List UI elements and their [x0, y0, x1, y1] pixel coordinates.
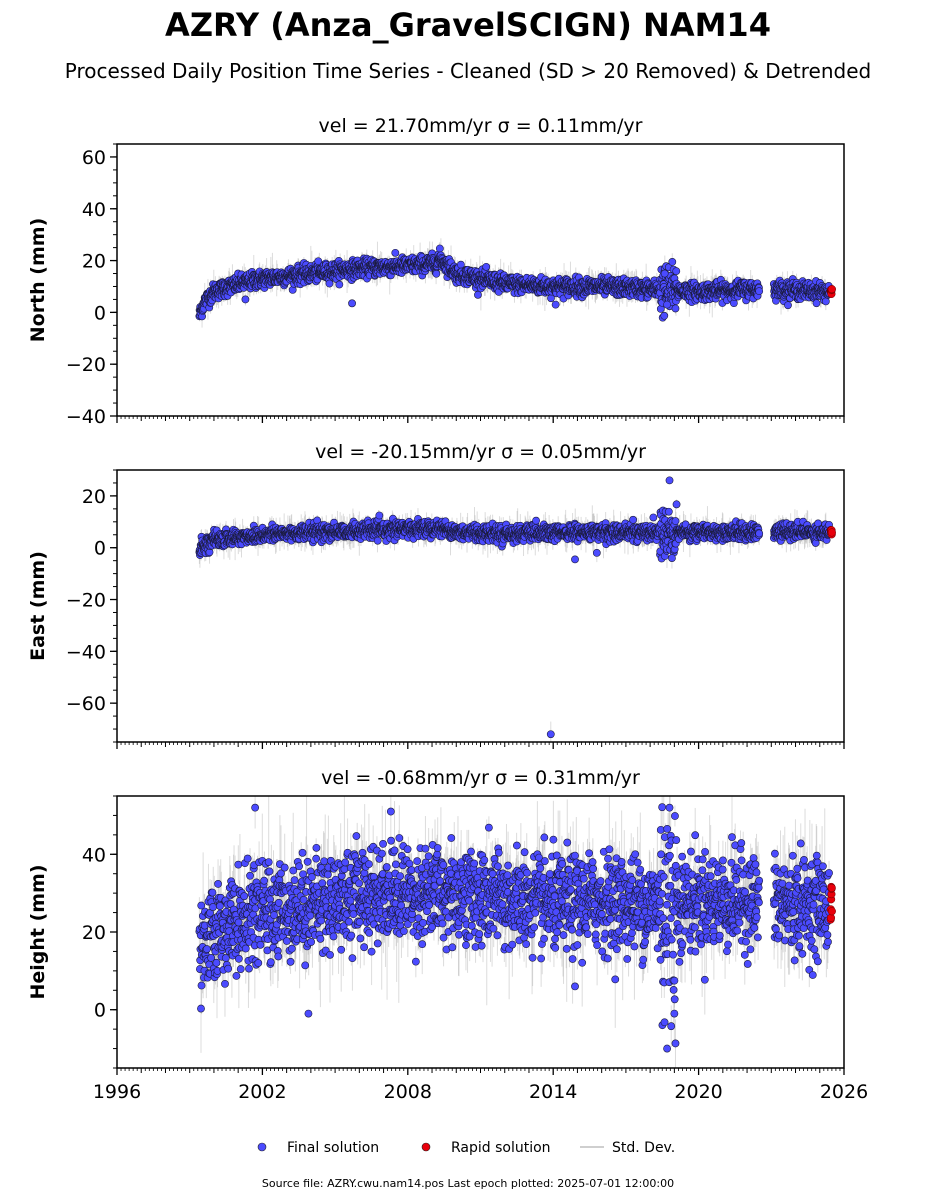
final-point [671, 304, 680, 313]
final-point [755, 287, 764, 296]
plot-area [195, 238, 836, 328]
final-point [663, 300, 671, 309]
final-point [482, 262, 491, 271]
final-point [241, 295, 250, 304]
velocity-label: vel = -20.15mm/yr [315, 441, 501, 463]
panels: vel = 21.70mm/yr σ = 0.11mm/yr −40 −20 0 20 4… [27, 115, 868, 1103]
y-axis: −40 −20 0 20 40 60 [66, 143, 117, 428]
final-point [784, 301, 792, 310]
y-axis-label: North (mm) [27, 218, 49, 343]
y-tick-label: 40 [82, 199, 106, 221]
sigma-label: σ = 0.11mm/yr [498, 115, 643, 137]
panel-1: vel = 21.70mm/yr σ = 0.11mm/yr −40 −20 0 20 4… [27, 115, 845, 428]
final-point [551, 300, 560, 309]
final-point [348, 299, 356, 308]
plot-area [195, 476, 836, 742]
rapid-point [827, 285, 836, 294]
final-point [821, 297, 830, 306]
x-axis [116, 416, 845, 423]
final-point [314, 257, 323, 266]
final-point [432, 269, 441, 278]
final-solution-points [195, 476, 834, 739]
final-point [812, 299, 821, 308]
y-tick-label: −40 [66, 406, 106, 428]
final-point [474, 290, 482, 299]
final-point [435, 244, 444, 253]
y-tick-label: −20 [66, 354, 106, 376]
velocity-label: vel = 21.70mm/yr [319, 115, 498, 137]
y-tick-label: 20 [82, 251, 106, 273]
y-tick-label: 0 [94, 302, 106, 324]
panel-title: vel = 21.70mm/yr σ = 0.11mm/yr [319, 115, 643, 137]
final-solution-points [195, 244, 834, 322]
final-point [660, 269, 669, 278]
final-point [672, 267, 681, 276]
final-point [391, 248, 400, 257]
figure-title: AZRY (Anza_GravelSCIGN) NAM14 [165, 6, 771, 44]
panel-2: vel = -20.15mm/yr σ = 0.05mm/yr−60−40−20… [27, 441, 845, 749]
rapid-solution-points [826, 285, 836, 299]
final-point [660, 311, 669, 320]
panel-title: vel = -20.15mm/yr σ = 0.05mm/yr [315, 441, 646, 463]
sigma-label: σ = 0.05mm/yr [501, 441, 646, 463]
final-point [335, 280, 344, 289]
final-point [668, 257, 677, 266]
figure-subtitle: Processed Daily Position Time Series - C… [65, 59, 871, 83]
final-point [325, 279, 334, 288]
y-tick-label: 60 [82, 147, 106, 169]
